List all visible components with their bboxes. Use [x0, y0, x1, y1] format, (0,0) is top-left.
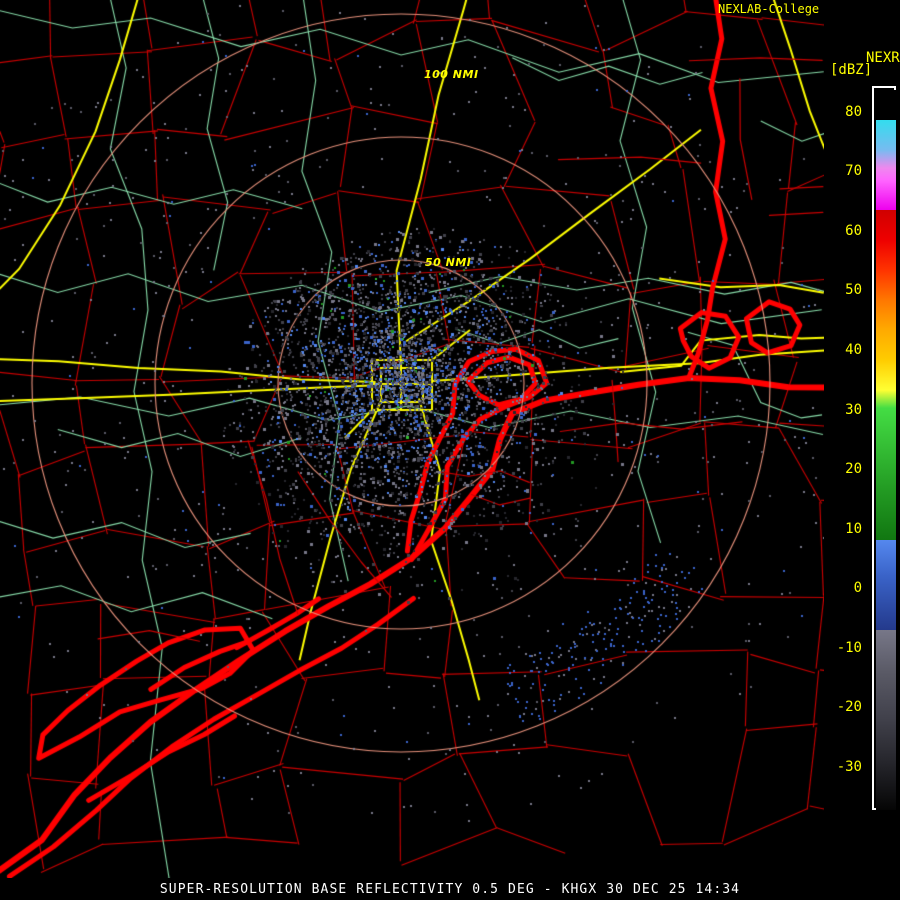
colorbar-tick-0: 0 [853, 580, 862, 596]
range-ring-label-50nmi: 50 NMI [425, 256, 472, 269]
colorbar-tick-50: 50 [845, 282, 862, 298]
provider-branding-label: NEXLAB-College of DuPage [718, 2, 824, 16]
colorbar-tick-40: 40 [845, 342, 862, 358]
reflectivity-echo-layer [0, 0, 824, 878]
colorbar-tick-60: 60 [845, 223, 862, 239]
status-bar-text: SUPER-RESOLUTION BASE REFLECTIVITY 0.5 D… [159, 881, 741, 897]
colorbar-tick-30: 30 [845, 402, 862, 418]
colorbar-tick-10: 10 [845, 521, 862, 537]
colorbar-tick-neg20: -20 [836, 699, 862, 715]
legend-product-code: NEXR [866, 50, 900, 66]
colorbar-frame[interactable] [872, 86, 896, 810]
reflectivity-colorbar-legend: NEXR [dBZ] 80 70 60 50 40 30 20 10 0 -10 -20 -30 [826, 0, 900, 900]
colorbar-tick-neg10: -10 [836, 640, 862, 656]
colorbar-tick-70: 70 [845, 163, 862, 179]
radar-map-viewport[interactable]: 100 NMI 50 NMI NEXLAB-College of DuPage [0, 0, 824, 878]
colorbar-tick-neg30: -30 [836, 759, 862, 775]
range-ring-label-100nmi: 100 NMI [424, 68, 479, 81]
colorbar-tick-80: 80 [845, 104, 862, 120]
status-bar: SUPER-RESOLUTION BASE REFLECTIVITY 0.5 D… [0, 878, 900, 900]
legend-units-label: [dBZ] [830, 62, 873, 78]
colorbar-gradient [876, 90, 896, 810]
colorbar-tick-20: 20 [845, 461, 862, 477]
